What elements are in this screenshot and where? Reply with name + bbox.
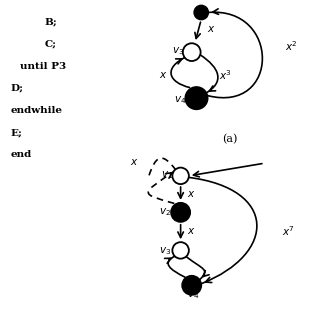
- Circle shape: [172, 242, 189, 259]
- Circle shape: [172, 168, 189, 184]
- Circle shape: [183, 43, 201, 61]
- Text: $x$: $x$: [187, 226, 195, 236]
- Text: B;: B;: [44, 17, 57, 26]
- Text: $v_4$: $v_4$: [187, 290, 199, 301]
- Text: $x$: $x$: [159, 70, 167, 80]
- Circle shape: [171, 203, 190, 222]
- Text: end: end: [11, 150, 32, 159]
- Text: $v_1$: $v_1$: [161, 169, 173, 181]
- Text: D;: D;: [11, 84, 24, 93]
- Circle shape: [182, 276, 201, 295]
- Text: $v_4$: $v_4$: [174, 94, 186, 106]
- Text: until P3: until P3: [20, 62, 66, 71]
- Text: $x^7$: $x^7$: [282, 224, 295, 238]
- Text: (a): (a): [222, 134, 237, 145]
- Text: C;: C;: [44, 39, 57, 48]
- Text: $x^3$: $x^3$: [219, 68, 231, 82]
- Text: $v_3$: $v_3$: [172, 46, 185, 57]
- Circle shape: [185, 87, 208, 109]
- Text: $x$: $x$: [187, 189, 195, 199]
- Circle shape: [194, 5, 208, 20]
- Text: endwhile: endwhile: [11, 106, 63, 115]
- Text: $x$: $x$: [207, 24, 216, 34]
- Text: E;: E;: [11, 128, 23, 137]
- Text: $v_3$: $v_3$: [159, 245, 172, 257]
- Text: $x$: $x$: [130, 156, 139, 167]
- Text: $v_2$: $v_2$: [159, 206, 172, 218]
- Text: $x^2$: $x^2$: [285, 39, 298, 53]
